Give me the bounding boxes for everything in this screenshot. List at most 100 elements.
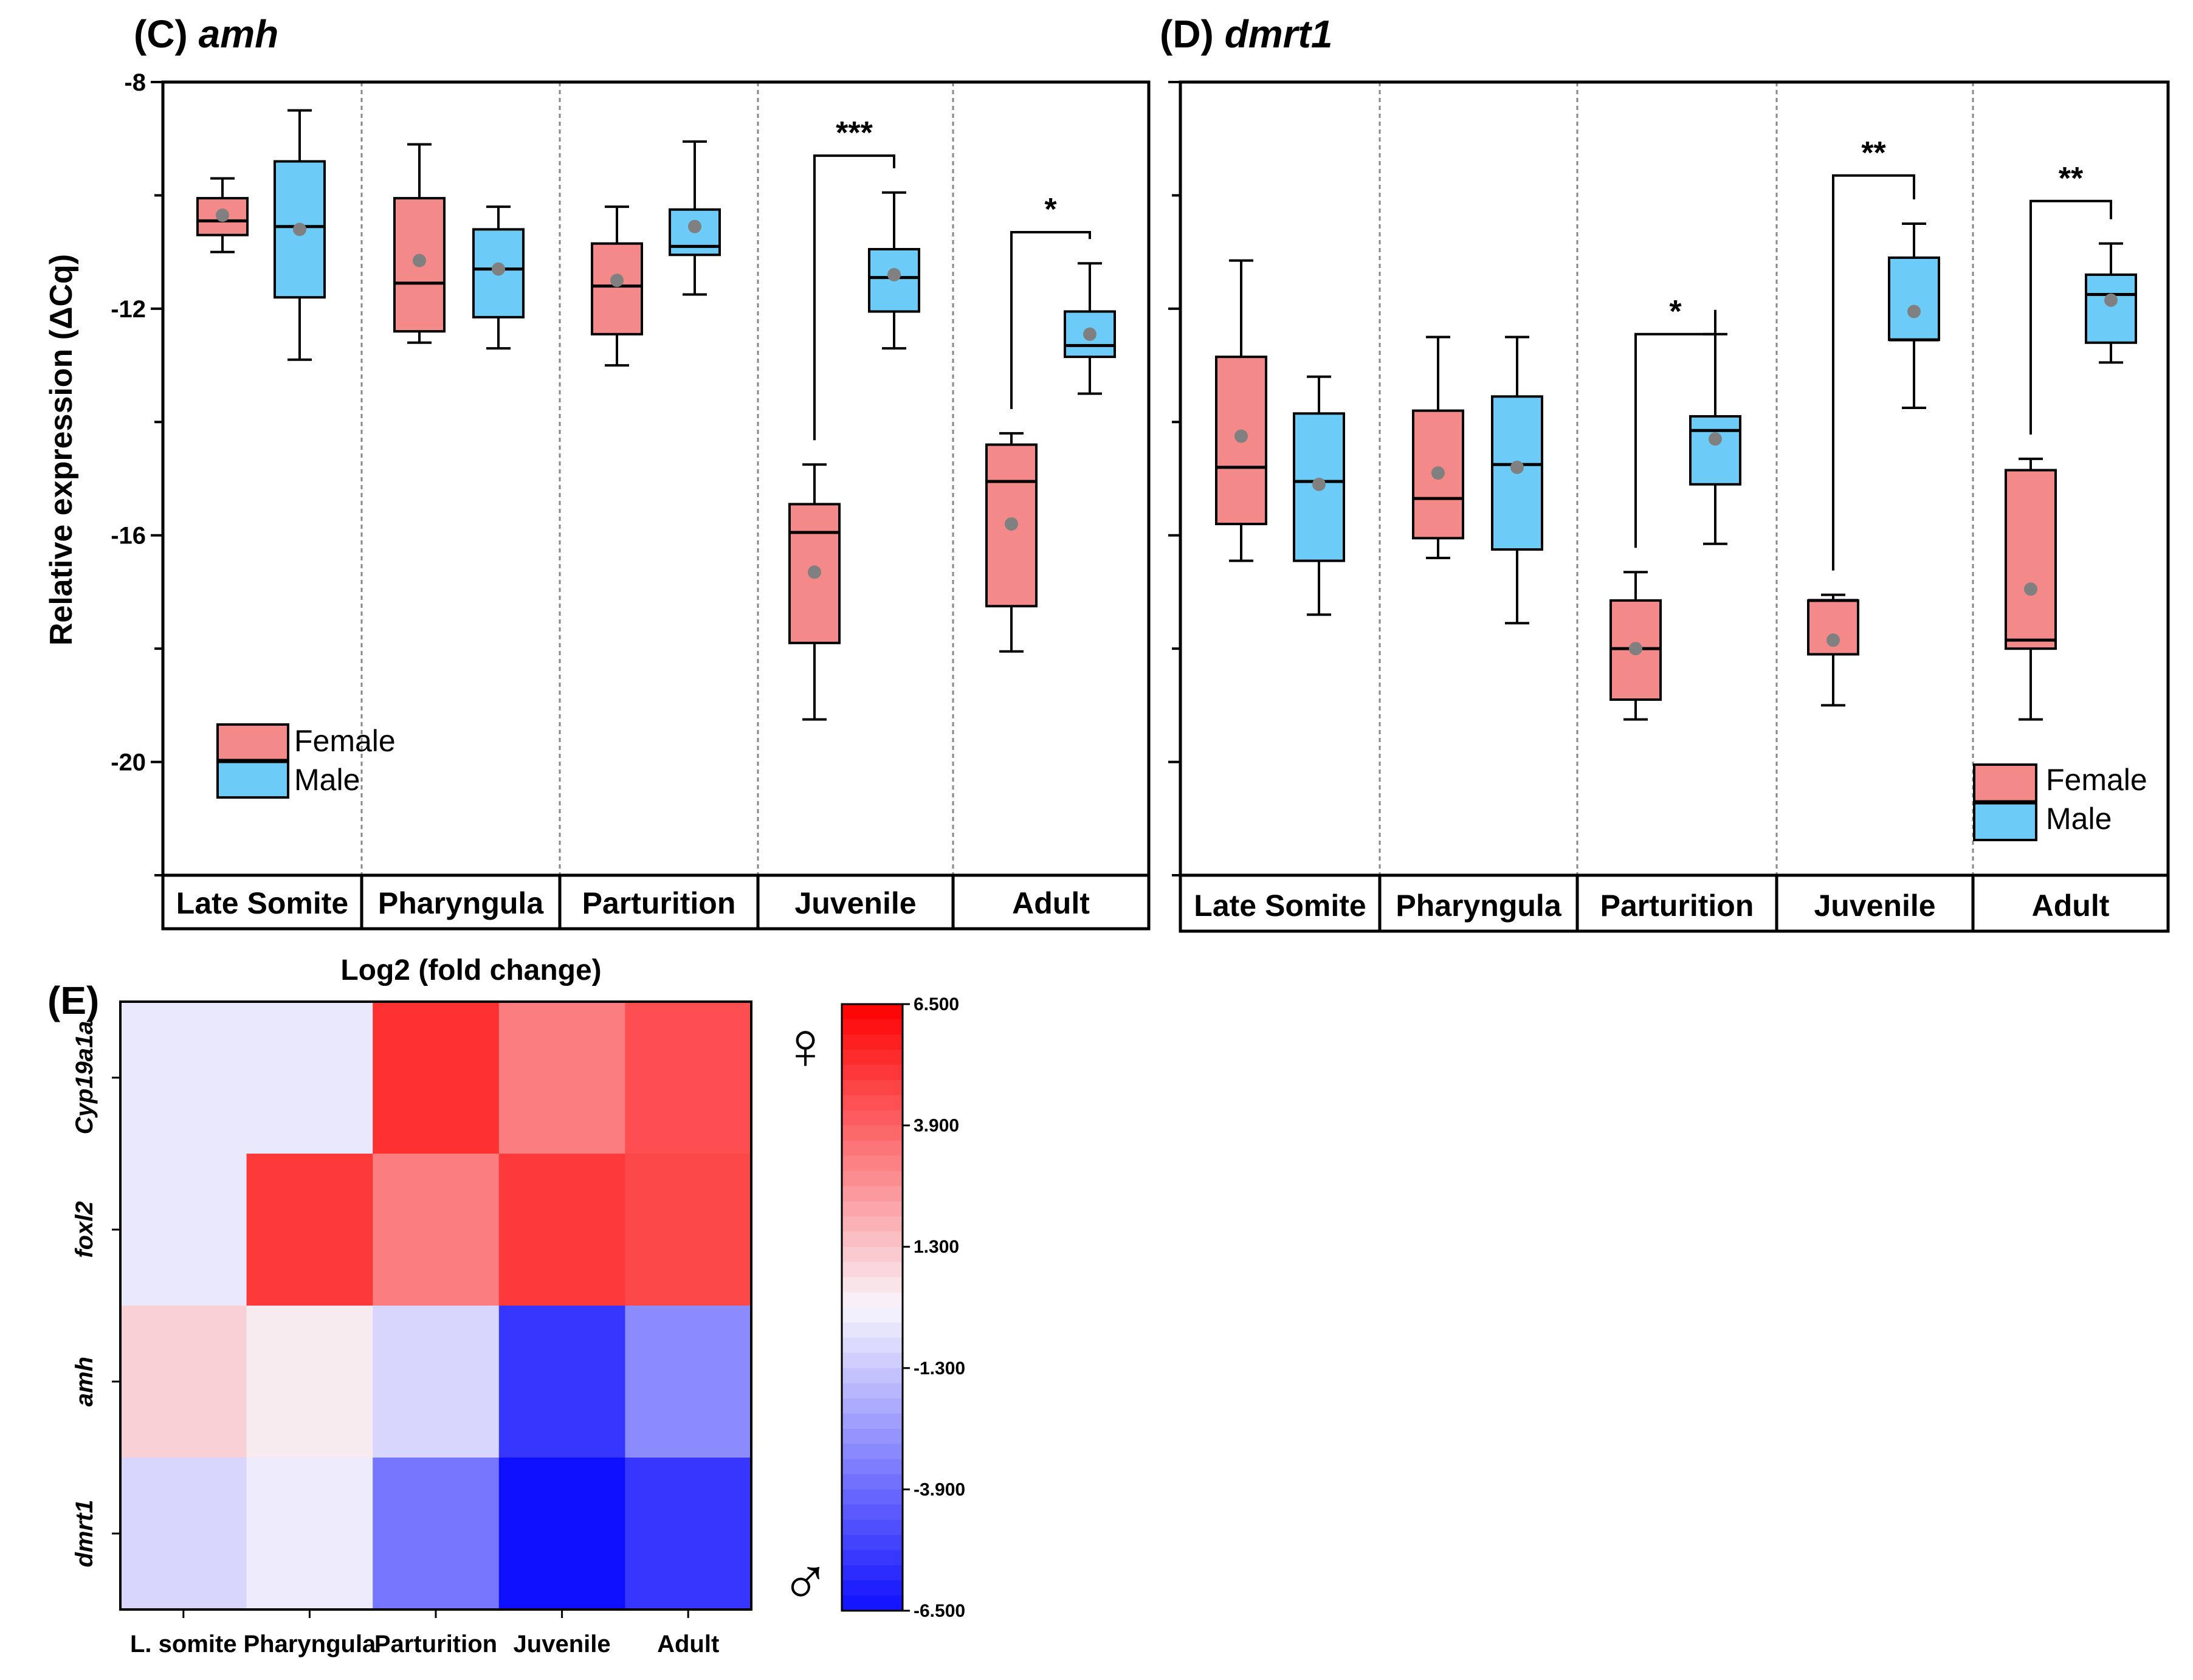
colorbar-step <box>842 1201 903 1217</box>
heatmap-row-label: dmrt1 <box>71 1499 98 1567</box>
category-label: Juvenile <box>794 886 916 920</box>
colorbar-step <box>842 1398 903 1414</box>
mean-marker <box>1907 305 1921 318</box>
legend-female-swatch <box>216 723 289 762</box>
panel-c-legend: Female Male <box>216 723 396 799</box>
colorbar-step <box>842 1049 903 1065</box>
legend-female-swatch <box>1973 763 2037 804</box>
panel-d-legend: Female Male <box>1973 763 2147 841</box>
mean-marker <box>216 208 229 222</box>
mean-marker <box>2024 582 2037 596</box>
colorbar-step <box>842 1019 903 1035</box>
significance-bracket <box>1634 309 1716 548</box>
box-iqr <box>1689 415 1741 486</box>
heatmap-cell-amh-3 <box>373 1306 500 1458</box>
colorbar-tick-label: -6.500 <box>914 1601 965 1621</box>
category-label: Juvenile <box>1814 889 1935 923</box>
heatmap-cell-foxl2-5 <box>625 1154 752 1306</box>
female-box-juvenile <box>1807 593 1859 707</box>
mean-marker <box>1083 327 1096 341</box>
legend-male-swatch <box>1973 801 2037 841</box>
heatmap-cell-dmrt1-1 <box>120 1458 247 1610</box>
heatmap-cell-cyp19a1a-1 <box>120 1002 247 1154</box>
colorbar-step <box>842 1247 903 1262</box>
mean-marker <box>413 253 426 267</box>
heatmap-title: Log2 (fold change) <box>340 954 601 986</box>
heatmap-column-label: Juvenile <box>514 1631 611 1658</box>
heatmap-cell-cyp19a1a-4 <box>498 1002 625 1154</box>
box-iqr <box>868 247 920 313</box>
box-iqr <box>1888 256 1940 342</box>
mean-marker <box>688 219 701 233</box>
panel-e-heatmap: (E) Log2 (fold change) L. somite Pharyngu… <box>47 954 965 1658</box>
heatmap-cell-foxl2-2 <box>246 1154 373 1306</box>
heatmap-cell-cyp19a1a-2 <box>246 1002 373 1154</box>
category-label: Pharyngula <box>1396 889 1561 923</box>
mean-marker <box>610 274 624 287</box>
male-box-adult <box>2085 242 2137 364</box>
colorbar-tick-label: 3.900 <box>914 1116 959 1136</box>
colorbar-tick-label: -1.300 <box>914 1358 965 1379</box>
mean-marker <box>887 267 901 281</box>
female-box-adult <box>985 432 1038 653</box>
mean-marker <box>1826 633 1840 647</box>
heatmap-cell-dmrt1-2 <box>246 1458 373 1610</box>
y-axis-label: Relative expression (ΔCq) <box>44 254 79 645</box>
colorbar-step <box>842 1004 903 1020</box>
legend-male-swatch <box>216 760 289 799</box>
colorbar-step <box>842 1171 903 1186</box>
panel-d-category-bar <box>1179 873 2170 933</box>
colorbar-step <box>842 1079 903 1096</box>
colorbar-step <box>842 1262 903 1278</box>
mean-marker <box>1510 460 1524 474</box>
category-label: Adult <box>1012 886 1090 920</box>
heatmap-cell-foxl2-4 <box>498 1154 625 1306</box>
category-label: Adult <box>2032 889 2110 923</box>
box-iqr <box>2005 469 2057 650</box>
heatmap-column-label: L. somite <box>130 1631 237 1658</box>
male-box-parturition <box>669 140 721 296</box>
category-label: Parturition <box>582 886 736 920</box>
colorbar-step <box>842 1474 903 1490</box>
colorbar-step <box>842 1186 903 1202</box>
colorbar-tick-label: 6.500 <box>914 994 959 1014</box>
significance-label: ** <box>2059 161 2084 196</box>
panel-c-title: (C) amh <box>134 12 278 56</box>
colorbar-step <box>842 1383 903 1399</box>
heatmap-cell-dmrt1-3 <box>373 1458 500 1610</box>
colorbar-step <box>842 1580 903 1596</box>
legend-female-label: Female <box>2046 763 2147 797</box>
female-box-pharyngula <box>393 143 446 344</box>
box-iqr <box>1064 310 1116 359</box>
male-box-parturition <box>1689 332 1741 545</box>
female-box-parturition <box>1609 571 1662 721</box>
significance-label: ** <box>1861 136 1886 171</box>
mean-marker <box>293 222 306 236</box>
colorbar-step <box>842 1428 903 1445</box>
colorbar-step <box>842 1596 903 1611</box>
mean-marker <box>1005 517 1018 531</box>
heatmap-cell-cyp19a1a-5 <box>625 1002 752 1154</box>
colorbar-step <box>842 1125 903 1141</box>
category-label: Late Somite <box>176 886 348 920</box>
significance-bracket <box>1010 231 1091 409</box>
colorbar-step <box>842 1322 903 1338</box>
male-box-adult <box>1064 262 1116 395</box>
heatmap-cell-cyp19a1a-3 <box>373 1002 500 1154</box>
colorbar-step <box>842 1337 903 1354</box>
heatmap-cell-amh-4 <box>498 1306 625 1458</box>
y-tick-label: -8 <box>124 69 146 96</box>
colorbar-step <box>842 1489 903 1505</box>
mean-marker <box>808 565 821 579</box>
colorbar-step <box>842 1535 903 1551</box>
male-box-late-somite <box>274 109 326 361</box>
heatmap-cell-foxl2-3 <box>373 1154 500 1306</box>
male-symbol: ♂ <box>780 1544 831 1619</box>
colorbar-step <box>842 1231 903 1247</box>
female-box-juvenile <box>788 463 841 721</box>
heatmap-column-label: Pharyngula <box>243 1631 376 1658</box>
box-iqr <box>2085 273 2137 344</box>
colorbar-step <box>842 1368 903 1384</box>
colorbar-step <box>842 1307 903 1323</box>
